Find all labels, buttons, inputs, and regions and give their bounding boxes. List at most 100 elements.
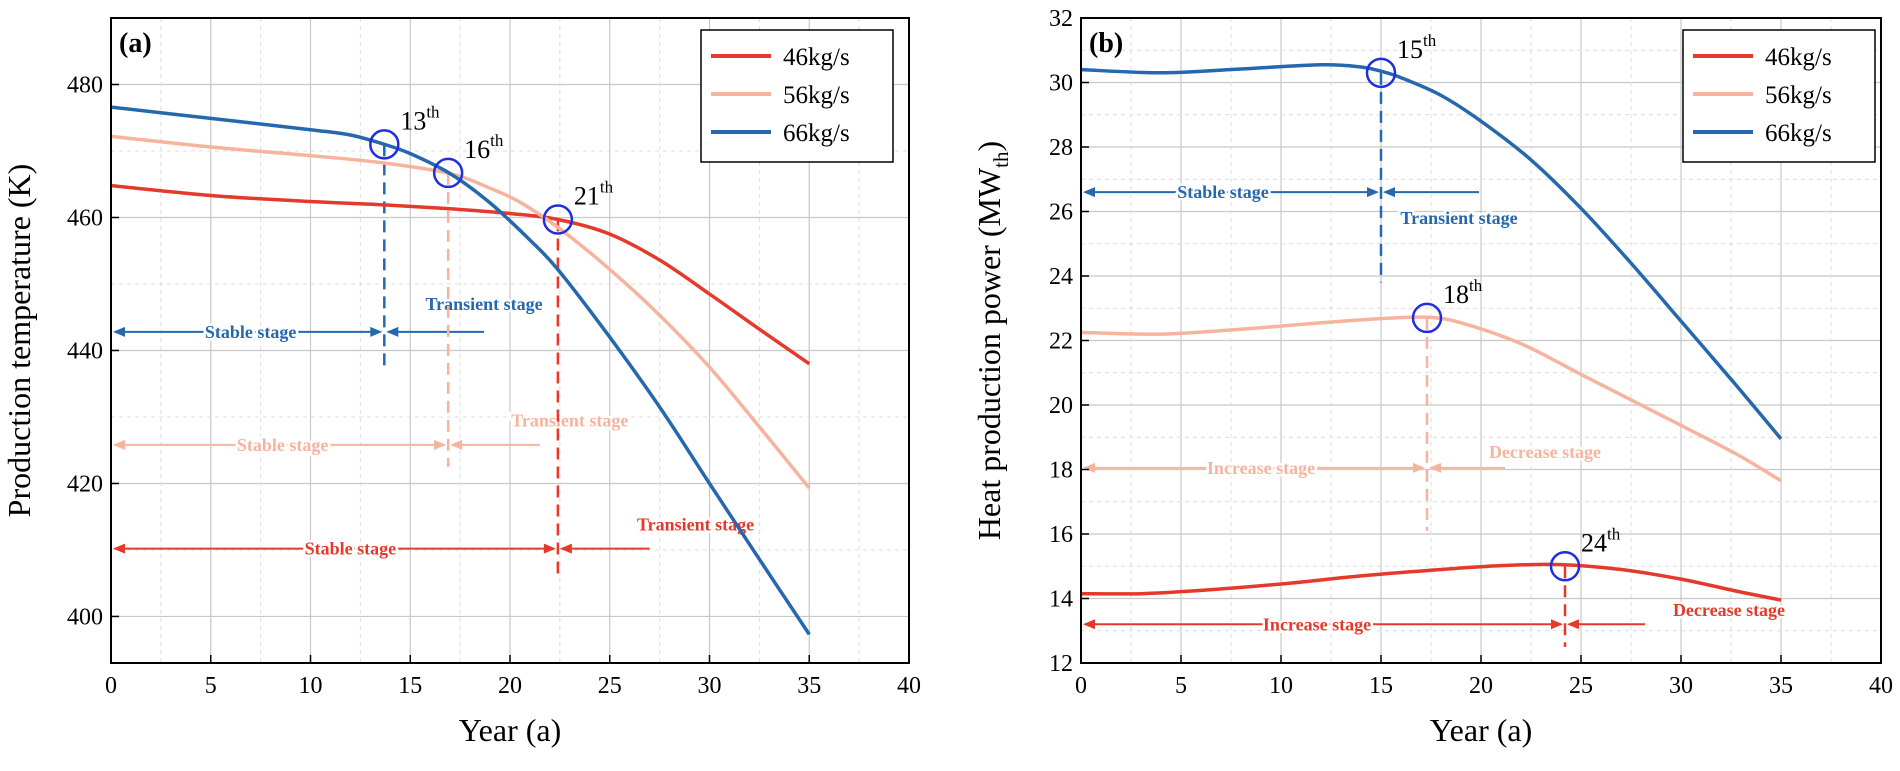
right-arrow-head <box>1383 187 1395 198</box>
panel-b-heat-production-power: Stable stage Transient stage Increase stag… <box>971 6 1893 748</box>
x-tick-label: 0 <box>1075 673 1087 699</box>
marker-label: 16th <box>464 131 504 164</box>
x-tick-label: 0 <box>105 673 117 699</box>
series-line-56kg-per-s <box>1081 315 1782 483</box>
series-lines <box>111 105 811 636</box>
series-line-46kg-per-s <box>1081 562 1782 602</box>
x-tick-label: 10 <box>1269 673 1293 699</box>
left-arrow-head <box>1083 187 1095 198</box>
y-tick-label: 440 <box>67 338 103 364</box>
series-line-56kg-per-s <box>111 134 811 490</box>
left-arrow-head <box>1367 187 1379 198</box>
stage-left-label: Increase stage <box>1207 458 1315 478</box>
panel-a-production-temperature: Stable stage Transient stage Stable stage T… <box>1 17 921 748</box>
legend: 46kg/s 56kg/s 66kg/s <box>1682 29 1876 163</box>
legend-entry-label: 46kg/s <box>783 44 850 71</box>
right-arrow-head <box>559 543 572 554</box>
stage-left-label: Increase stage <box>1263 614 1371 634</box>
left-arrow-head <box>1413 462 1425 473</box>
legend: 46kg/s 56kg/s 66kg/s <box>700 29 894 163</box>
x-tick-label: 5 <box>1175 673 1187 699</box>
y-tick-label: 20 <box>1049 393 1073 419</box>
panel-label: (a) <box>119 28 152 59</box>
y-tick-label: 16 <box>1049 522 1073 548</box>
x-tick-label: 40 <box>897 673 921 699</box>
y-tick-label: 12 <box>1049 651 1073 677</box>
marker-circle <box>1549 551 1581 582</box>
right-arrow-head <box>450 439 463 450</box>
y-tick-label: 400 <box>67 604 103 630</box>
marker-circle <box>432 157 464 189</box>
x-axis-title: Year (a) <box>459 712 561 748</box>
legend-entry-label: 66kg/s <box>783 120 850 147</box>
x-axis-title: Year (a) <box>1430 712 1532 748</box>
stage-right-label: Transient stage <box>511 410 628 430</box>
y-tick-label: 420 <box>67 471 103 497</box>
marker-label: 15th <box>1397 31 1437 64</box>
x-tick-label: 5 <box>205 673 217 699</box>
left-arrow-head <box>113 439 125 450</box>
y-tick-label: 32 <box>1049 6 1073 32</box>
x-tick-label: 35 <box>797 673 821 699</box>
marker-circle <box>1411 302 1443 334</box>
left-arrow-head <box>1083 462 1095 473</box>
legend-entry-label: 56kg/s <box>1765 82 1832 109</box>
left-arrow-head <box>1551 619 1563 630</box>
right-arrow-head <box>1567 619 1579 630</box>
x-tick-label: 15 <box>1369 673 1393 699</box>
y-tick-label: 14 <box>1049 587 1073 613</box>
x-tick-label: 20 <box>1469 673 1493 699</box>
x-tick-label: 20 <box>498 673 522 699</box>
left-arrow-head <box>113 326 125 337</box>
stage-right-label: Transient stage <box>425 294 542 314</box>
year-markers: 15th 18th 24th <box>1365 31 1621 582</box>
x-tick-label: 25 <box>1569 673 1593 699</box>
axes: 0 5 10 15 20 25 30 35 40 12 14 16 18 20 22 24 26 28 30 32 <box>1049 6 1893 699</box>
stage-right-label: Decrease stage <box>1673 600 1785 620</box>
y-tick-label: 480 <box>67 72 103 98</box>
stage-annotations: Stable stage Transient stage Increase stag… <box>1083 72 1788 647</box>
x-tick-label: 35 <box>1769 673 1793 699</box>
right-arrow-head <box>386 326 399 337</box>
series-line-66kg-per-s <box>1081 62 1783 441</box>
left-arrow-head <box>370 326 383 337</box>
x-tick-label: 30 <box>698 673 722 699</box>
left-arrow-head <box>1083 619 1095 630</box>
legend-entry-label: 46kg/s <box>1765 44 1832 71</box>
series-line-46kg-per-s <box>111 183 811 366</box>
y-tick-label: 460 <box>67 205 103 231</box>
series-lines <box>1081 62 1783 602</box>
left-arrow-head <box>543 543 556 554</box>
y-tick-label: 30 <box>1049 71 1073 97</box>
stage-left-label: Stable stage <box>205 322 297 342</box>
legend-entry-label: 56kg/s <box>783 82 850 109</box>
x-tick-label: 30 <box>1669 673 1693 699</box>
panel-label: (b) <box>1089 28 1123 59</box>
stage-left-label: Stable stage <box>305 539 397 559</box>
left-arrow-head <box>434 439 447 450</box>
marker-label: 21th <box>574 177 614 210</box>
marker-circle <box>1365 57 1397 89</box>
marker-circle <box>369 129 400 160</box>
stage-left-label: Stable stage <box>1177 182 1269 202</box>
y-axis-title: Heat production power (MWth) <box>971 141 1013 540</box>
marker-circle <box>542 204 574 235</box>
y-tick-label: 18 <box>1049 458 1073 484</box>
left-arrow-head <box>113 543 125 554</box>
stage-annotations: Stable stage Transient stage Stable stage T… <box>113 144 757 580</box>
stage-left-label: Stable stage <box>237 435 329 455</box>
x-tick-label: 25 <box>598 673 622 699</box>
legend-entry-label: 66kg/s <box>1765 120 1832 147</box>
stage-right-label: Decrease stage <box>1489 442 1601 462</box>
y-tick-label: 22 <box>1049 329 1073 355</box>
y-tick-label: 28 <box>1049 135 1073 161</box>
y-tick-label: 26 <box>1049 200 1073 226</box>
marker-label: 13th <box>400 102 440 135</box>
x-tick-label: 10 <box>299 673 323 699</box>
x-tick-label: 40 <box>1869 673 1893 699</box>
right-arrow-head <box>1429 462 1441 473</box>
axes: 0 5 10 15 20 25 30 35 40 400 420 440 460 480 <box>67 72 921 699</box>
marker-label: 18th <box>1443 276 1483 309</box>
series-line-66kg-per-s <box>111 105 811 636</box>
